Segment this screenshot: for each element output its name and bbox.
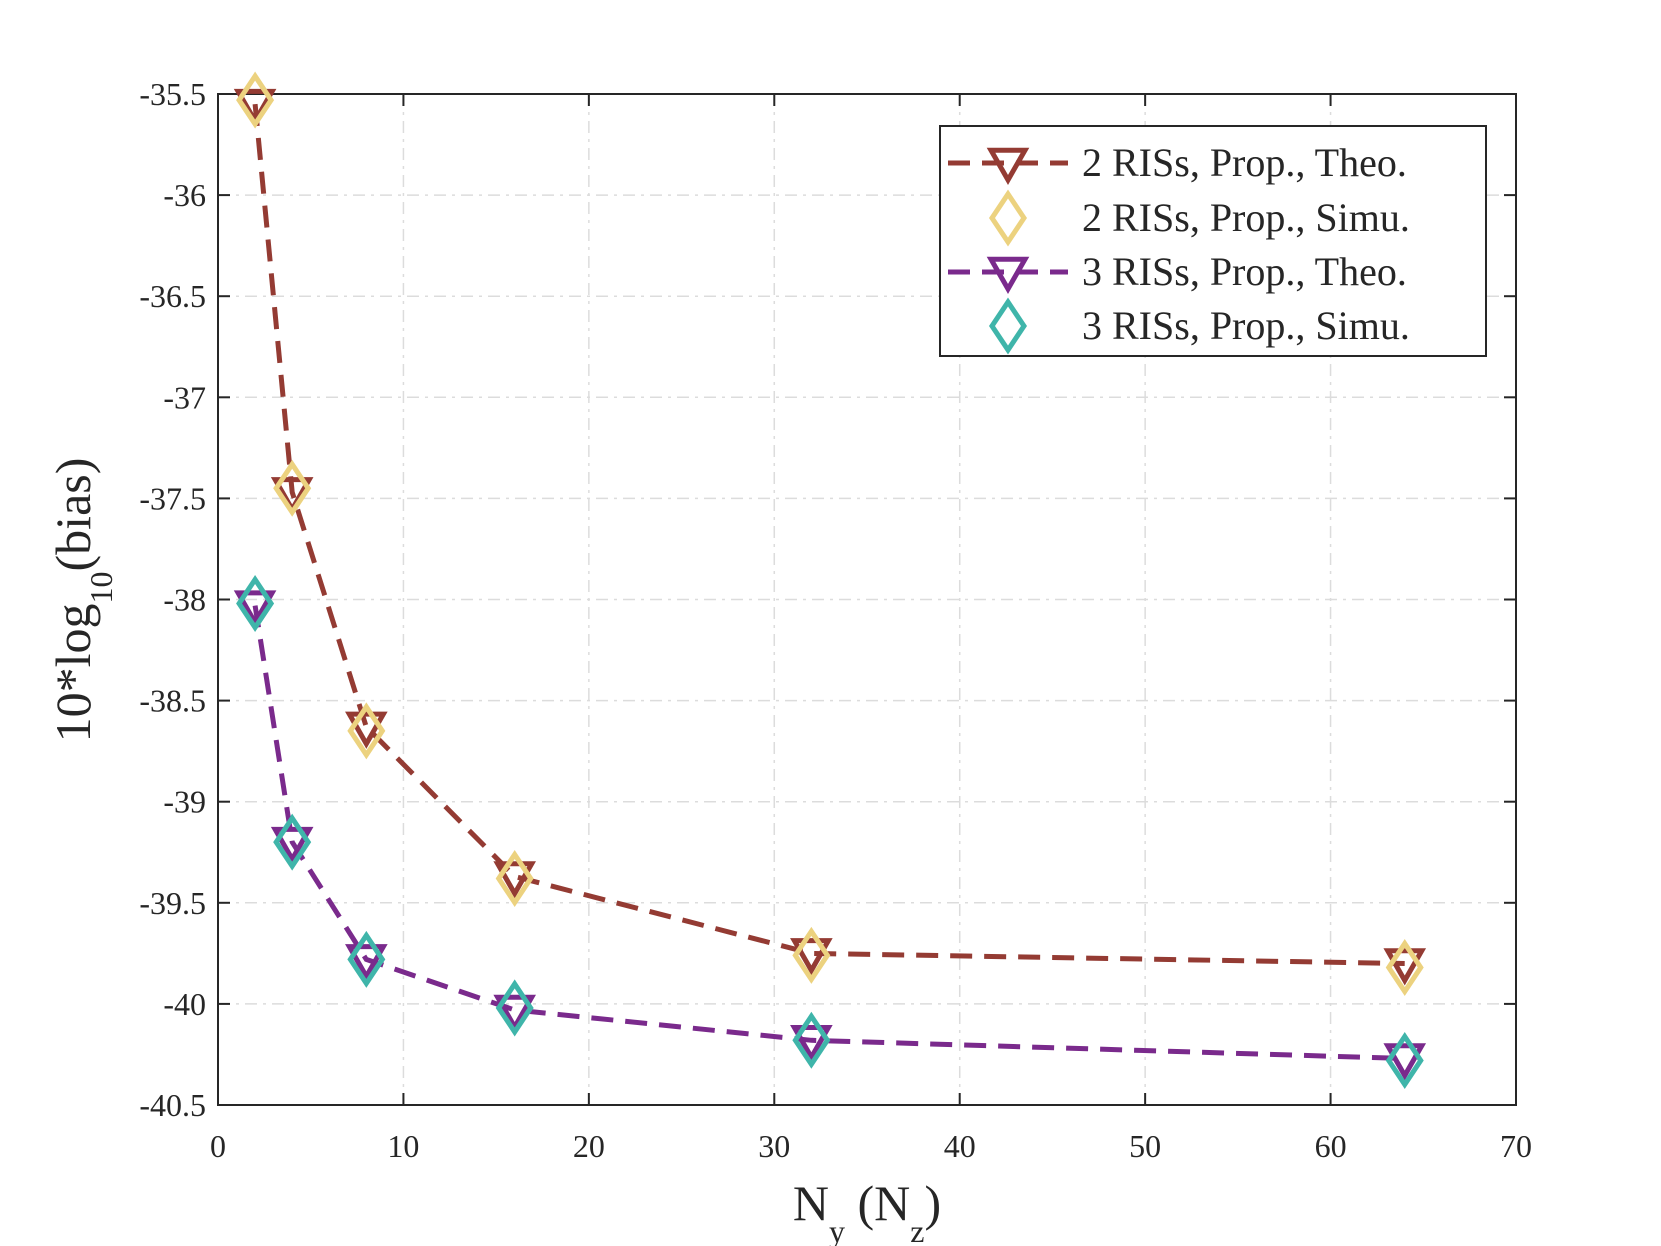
data-point-series-1: [345, 711, 388, 749]
axis-ticks: 0 10 20 30 40 50 60 70 -35.5 -36 -36.5 -37 -37.5 -38 -…: [139, 76, 1532, 1164]
legend: 2 RISs, Prop., Theo. 2 RISs, Prop., Simu.…: [939, 125, 1487, 357]
data-point-series-2: [347, 702, 386, 760]
x-tick-label: 40: [944, 1128, 976, 1164]
y-tick-label: -38.5: [139, 683, 206, 719]
x-tick-label: 60: [1315, 1128, 1347, 1164]
y-tick-label: -40: [163, 986, 206, 1022]
legend-label-3: 3 RISs, Prop., Theo.: [1082, 249, 1407, 294]
x-tick-label: 30: [758, 1128, 790, 1164]
series-line-1: [252, 103, 1405, 966]
data-point-series-1: [1383, 948, 1427, 986]
data-point-series-4: [792, 1011, 831, 1069]
legend-label-1: 2 RISs, Prop., Theo.: [1082, 140, 1407, 185]
data-point-series-1: [493, 861, 536, 899]
data-point-series-2: [273, 459, 312, 517]
y-tick-label: -36.5: [139, 278, 206, 314]
y-tick-label: -37.5: [139, 480, 206, 516]
data-point-series-4: [1385, 1032, 1424, 1090]
data-point-series-2: [1385, 938, 1424, 997]
legend-box: [939, 125, 1487, 357]
data-point-series-3: [233, 590, 277, 628]
y-tick-label: -39.5: [139, 885, 206, 921]
data-point-series-3: [345, 944, 388, 982]
data-point-series-1: [270, 477, 314, 515]
plot-series: [233, 71, 1427, 1090]
x-tick-label: 10: [387, 1128, 419, 1164]
y-tick-label: -36: [163, 177, 206, 213]
data-point-series-3: [493, 994, 536, 1033]
legend-marker-1: [986, 147, 1030, 186]
data-point-series-4: [273, 813, 312, 871]
data-point-series-4: [236, 575, 275, 633]
y-tick-label: -38: [163, 582, 206, 618]
data-point-series-4: [495, 979, 534, 1037]
data-point-series-4: [347, 930, 386, 988]
y-tick-label: -35.5: [139, 76, 206, 112]
x-tick-label: 70: [1500, 1128, 1532, 1164]
data-point-series-3: [270, 826, 314, 865]
y-tick-label: -40.5: [139, 1087, 206, 1123]
y-tick-label: -39: [163, 784, 206, 820]
data-point-series-2: [236, 71, 275, 129]
x-axis-title: Ny (Nz): [793, 1175, 941, 1246]
x-tick-label: 50: [1129, 1128, 1161, 1164]
legend-marker-3: [986, 256, 1030, 295]
series-line-3: [252, 605, 1405, 1061]
data-point-series-2: [792, 926, 831, 984]
y-axis-title: 10*log10(bias): [45, 458, 119, 743]
legend-marker-4: [988, 297, 1028, 355]
legend-marker-2: [988, 189, 1028, 247]
legend-label-2: 2 RISs, Prop., Simu.: [1082, 195, 1410, 240]
data-point-series-1: [790, 938, 833, 976]
x-tick-label: 0: [210, 1128, 226, 1164]
data-point-series-3: [1383, 1043, 1427, 1081]
x-tick-label: 20: [573, 1128, 605, 1164]
data-point-series-2: [495, 850, 534, 908]
legend-label-4: 3 RISs, Prop., Simu.: [1082, 303, 1410, 348]
y-tick-label: -37: [163, 379, 206, 415]
data-point-series-1: [233, 88, 277, 127]
data-point-series-3: [790, 1025, 833, 1063]
